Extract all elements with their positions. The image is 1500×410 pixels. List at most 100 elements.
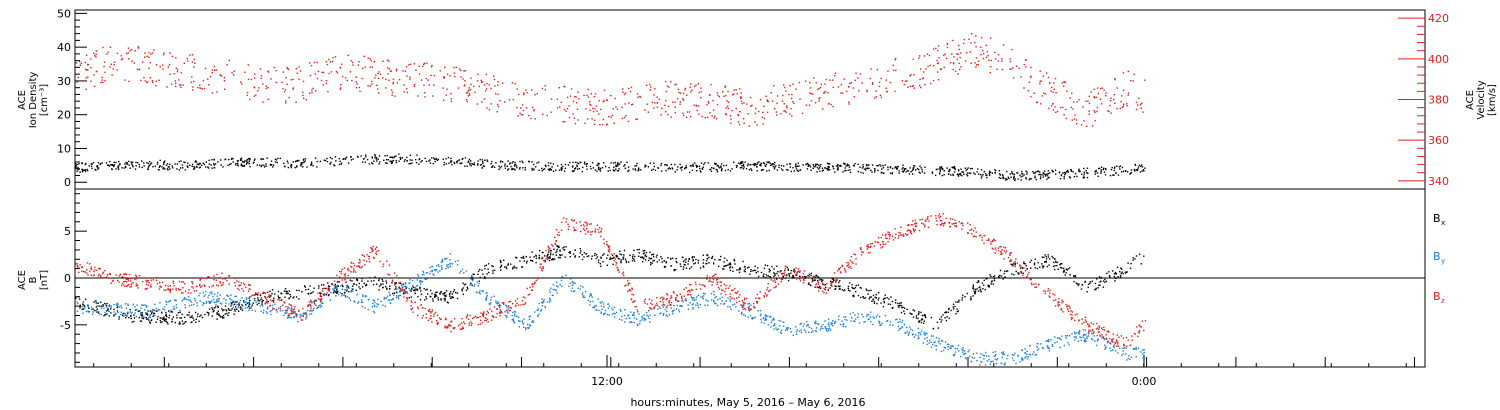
by-point xyxy=(1058,337,1060,339)
velocity-point xyxy=(162,68,164,70)
by-point xyxy=(95,309,98,312)
velocity-point xyxy=(627,87,630,90)
bx-point xyxy=(251,304,254,306)
density-point xyxy=(1055,173,1057,175)
density-point xyxy=(827,169,830,171)
by-point xyxy=(537,315,539,317)
velocity-point xyxy=(486,107,488,109)
bx-point xyxy=(165,320,168,323)
bx-point xyxy=(792,270,795,272)
velocity-point xyxy=(970,42,972,44)
bx-point xyxy=(918,312,920,315)
velocity-point xyxy=(311,91,313,94)
bx-point xyxy=(222,309,224,312)
density-point xyxy=(967,167,969,169)
bx-point xyxy=(382,287,384,289)
by-point xyxy=(611,313,613,316)
by-point xyxy=(523,318,525,320)
by-point xyxy=(1036,346,1038,348)
density-point xyxy=(1004,179,1007,181)
bx-point xyxy=(633,249,635,252)
bx-point xyxy=(746,267,749,269)
by-point xyxy=(592,300,594,303)
velocity-point xyxy=(395,70,398,72)
by-point xyxy=(1075,337,1077,339)
bx-point xyxy=(408,296,410,299)
by-point xyxy=(527,327,530,330)
velocity-point xyxy=(785,111,787,113)
bx-point xyxy=(940,316,943,318)
bx-point xyxy=(225,309,227,311)
by-point xyxy=(1034,354,1037,356)
velocity-point xyxy=(871,83,874,85)
bx-point xyxy=(386,288,388,290)
by-point xyxy=(628,317,631,319)
density-point xyxy=(252,162,254,164)
bx-point xyxy=(961,297,964,299)
velocity-point xyxy=(405,66,408,68)
density-point xyxy=(912,173,914,175)
bx-point xyxy=(944,317,946,319)
bx-point xyxy=(266,291,269,294)
velocity-point xyxy=(713,109,715,111)
bx-point xyxy=(549,249,551,252)
velocity-point xyxy=(370,60,372,62)
density-point xyxy=(366,158,369,161)
velocity-point xyxy=(674,101,676,103)
bx-point xyxy=(479,276,481,279)
density-point xyxy=(495,162,497,164)
density-point xyxy=(272,166,274,168)
density-point xyxy=(1063,176,1065,178)
by-point xyxy=(414,287,417,289)
bx-point xyxy=(1033,262,1036,264)
density-point xyxy=(812,163,815,166)
bx-point xyxy=(976,281,978,284)
velocity-point xyxy=(292,87,295,89)
bx-point xyxy=(970,296,972,298)
by-point xyxy=(210,301,212,303)
bx-point xyxy=(871,300,873,302)
by-point xyxy=(481,290,483,292)
by-point xyxy=(360,301,363,303)
velocity-point xyxy=(504,101,506,103)
density-point xyxy=(695,165,698,167)
by-point xyxy=(263,309,265,312)
density-point xyxy=(533,169,535,171)
velocity-point xyxy=(1040,103,1042,105)
by-point xyxy=(704,293,706,295)
density-point xyxy=(943,174,945,176)
density-point xyxy=(712,167,715,169)
velocity-point xyxy=(125,52,128,55)
velocity-point xyxy=(771,100,774,102)
bx-point xyxy=(875,293,877,296)
velocity-point xyxy=(685,116,688,119)
density-point xyxy=(952,174,955,177)
bx-point xyxy=(990,283,992,285)
density-point xyxy=(573,170,575,172)
velocity-point xyxy=(824,83,826,85)
density-point xyxy=(493,166,496,168)
velocity-point xyxy=(1072,101,1075,103)
density-point xyxy=(1103,171,1106,173)
bx-point xyxy=(281,299,283,301)
by-point xyxy=(763,322,765,324)
bx-point xyxy=(393,292,396,294)
density-point xyxy=(845,165,847,167)
bx-point xyxy=(787,269,789,271)
bx-point xyxy=(484,268,486,270)
by-point xyxy=(678,309,680,311)
velocity-point xyxy=(858,90,860,92)
by-point xyxy=(710,299,713,301)
bx-point xyxy=(729,266,732,268)
density-point xyxy=(623,165,625,167)
velocity-point xyxy=(693,85,696,88)
bx-point xyxy=(882,298,885,300)
bx-point xyxy=(920,319,923,321)
velocity-point xyxy=(949,62,952,64)
density-point xyxy=(666,164,668,166)
by-point xyxy=(1078,330,1081,333)
density-point xyxy=(477,163,479,165)
bx-point xyxy=(481,269,483,271)
bx-point xyxy=(816,275,818,277)
bx-point xyxy=(1041,265,1044,267)
